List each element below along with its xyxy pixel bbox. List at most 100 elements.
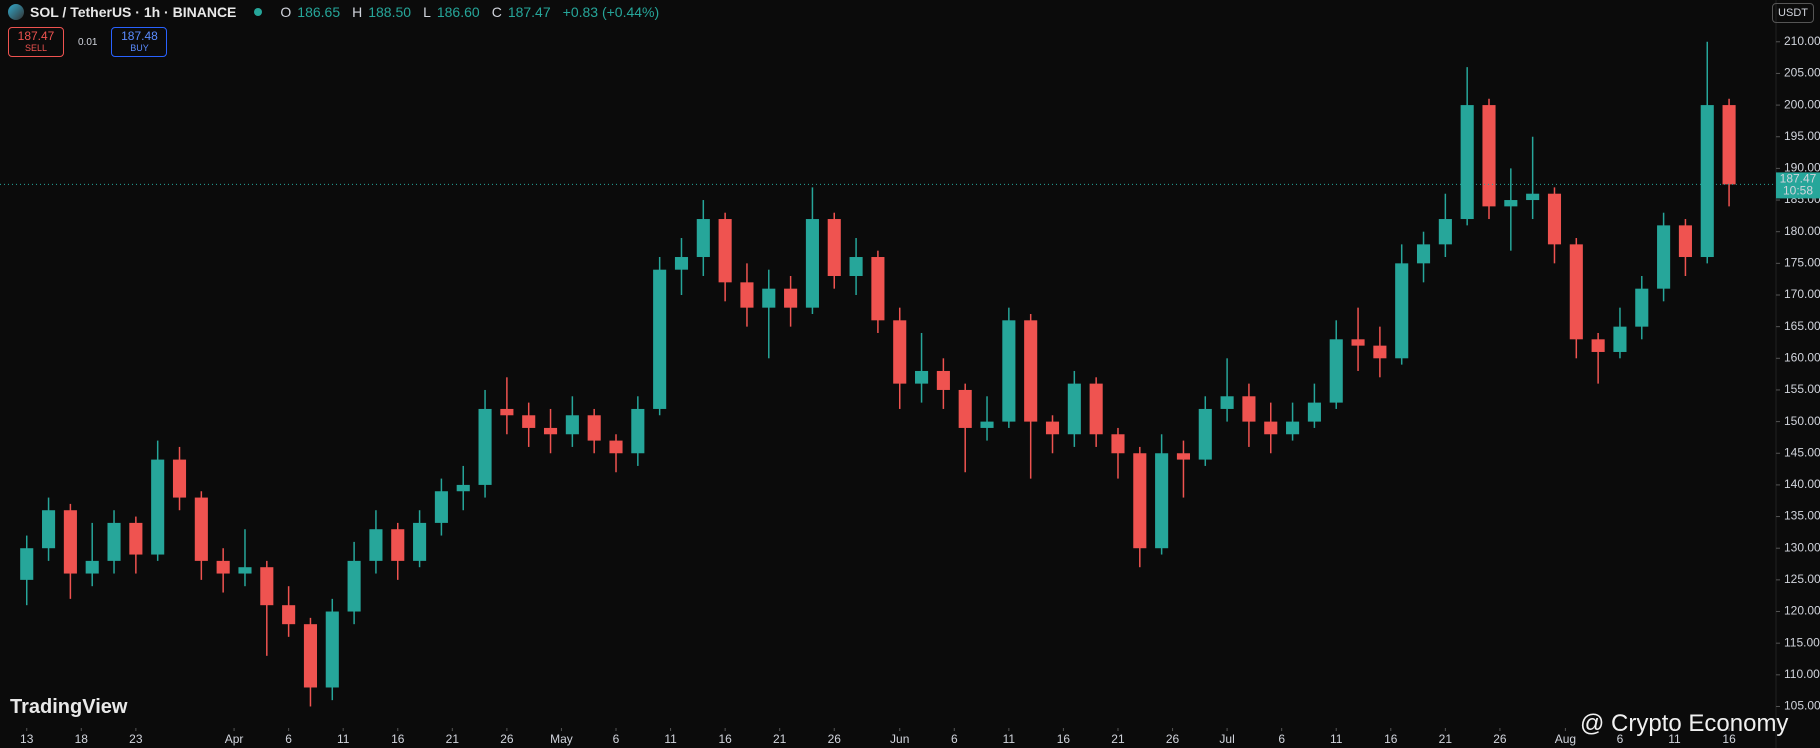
candle-body — [1242, 396, 1256, 422]
candle-body — [369, 529, 383, 561]
candle-body — [20, 548, 34, 580]
candle-body — [762, 288, 776, 308]
candle-body — [194, 497, 208, 561]
x-tick-label: 21 — [773, 732, 787, 746]
y-tick-label: 120.00 — [1784, 604, 1820, 618]
credit-watermark: @ Crypto Economy — [1580, 710, 1789, 737]
candle-body — [1329, 339, 1343, 403]
buy-button[interactable]: 187.48 BUY — [111, 27, 168, 57]
candle-body — [1307, 402, 1321, 422]
candle-body — [718, 219, 732, 283]
x-tick-label: 26 — [500, 732, 514, 746]
x-tick-label: 21 — [446, 732, 460, 746]
y-tick-label: 205.00 — [1784, 66, 1820, 80]
candle-body — [871, 257, 885, 321]
x-tick-label: 11 — [1668, 732, 1681, 746]
x-tick-label: 26 — [1166, 732, 1180, 746]
y-tick-label: 160.00 — [1784, 350, 1820, 364]
x-tick-label: 26 — [1493, 732, 1507, 746]
candle-body — [1416, 244, 1431, 264]
candle-body — [805, 219, 819, 308]
y-tick-label: 145.00 — [1784, 445, 1820, 459]
candle-body — [63, 510, 77, 574]
plot-background — [0, 0, 1776, 728]
y-tick-label: 210.00 — [1784, 34, 1820, 48]
candle-body — [696, 219, 710, 258]
candle-body — [827, 219, 841, 277]
quantity[interactable]: 0.01 — [78, 36, 98, 48]
candle-body — [631, 408, 645, 454]
candle-body — [1526, 193, 1540, 201]
candle-body — [587, 415, 601, 441]
x-tick-label: 23 — [129, 732, 143, 746]
candle-body — [1002, 320, 1016, 422]
ohlc-key: H — [352, 4, 363, 20]
candle-body — [893, 320, 907, 384]
candle-body — [915, 370, 929, 384]
x-tick-label: Aug — [1555, 732, 1576, 746]
y-tick-label: 190.00 — [1784, 161, 1820, 175]
y-tick-label: 200.00 — [1784, 97, 1820, 111]
sell-button[interactable]: 187.47 SELL — [8, 27, 64, 57]
candle-body — [740, 282, 754, 308]
ohlc-key: O — [280, 4, 292, 20]
y-tick-label: 180.00 — [1784, 224, 1820, 238]
x-tick-label: 6 — [1278, 732, 1285, 746]
currency-select[interactable]: USDT — [1772, 3, 1814, 23]
symbol-logo — [8, 4, 24, 20]
x-tick-label: 21 — [1111, 732, 1125, 746]
x-tick-label: 18 — [75, 732, 89, 746]
x-tick-label: 11 — [337, 732, 350, 746]
candle-body — [958, 389, 972, 428]
y-tick-label: 140.00 — [1784, 477, 1820, 491]
candle-body — [1264, 421, 1278, 435]
x-tick-label: 11 — [1330, 732, 1343, 746]
candle-body — [522, 415, 536, 428]
candle-body — [478, 408, 492, 485]
y-tick-label: 110.00 — [1784, 667, 1820, 681]
x-tick-label: 6 — [285, 732, 292, 746]
candle-body — [1176, 453, 1191, 460]
x-tick-label: Jul — [1219, 732, 1234, 746]
candle-body — [413, 522, 427, 561]
candle-body — [1613, 326, 1627, 352]
symbol[interactable]: SOL / TetherUS · 1h · BINANCE — [30, 4, 237, 20]
candle-body — [1657, 225, 1671, 289]
candle-body — [1133, 453, 1147, 549]
y-tick-label: 150.00 — [1784, 414, 1820, 428]
candle-body — [1067, 383, 1081, 435]
sell-label: SELL — [24, 43, 48, 53]
x-tick-label: 13 — [20, 732, 34, 746]
x-tick-label: 11 — [1003, 732, 1016, 746]
x-tick-label: 21 — [1439, 732, 1453, 746]
x-tick-label: Apr — [225, 732, 244, 746]
candle-body — [1700, 105, 1714, 258]
y-tick-label: 115.00 — [1784, 635, 1820, 649]
x-tick-label: 16 — [1384, 732, 1398, 746]
candle-body — [653, 269, 667, 409]
x-tick-label: 6 — [1617, 732, 1624, 746]
candle-body — [282, 605, 296, 625]
candle-body — [347, 560, 361, 612]
candle-body — [1155, 453, 1169, 549]
y-tick-label: 170.00 — [1784, 287, 1820, 301]
ohlc-value: 187.47 — [507, 4, 551, 20]
y-tick-label: 175.00 — [1784, 256, 1820, 270]
candle-body — [303, 624, 318, 688]
candle-body — [1089, 383, 1103, 435]
candle-body — [216, 560, 230, 574]
brand-watermark: TradingView — [10, 696, 128, 718]
countdown-label: 10:58 — [1783, 184, 1813, 198]
candle-body — [1722, 105, 1736, 185]
y-tick-label: 195.00 — [1784, 129, 1820, 143]
candle-body — [1678, 225, 1692, 258]
x-tick-label: 16 — [1057, 732, 1071, 746]
candle-body — [1547, 193, 1562, 245]
candle-body — [151, 459, 165, 555]
x-tick-label: 16 — [718, 732, 732, 746]
candle-body — [565, 415, 579, 435]
ohlc-value: 186.65 — [297, 4, 341, 20]
candle-body — [129, 522, 143, 555]
y-tick-label: 155.00 — [1784, 382, 1820, 396]
candle-body — [1504, 200, 1518, 207]
